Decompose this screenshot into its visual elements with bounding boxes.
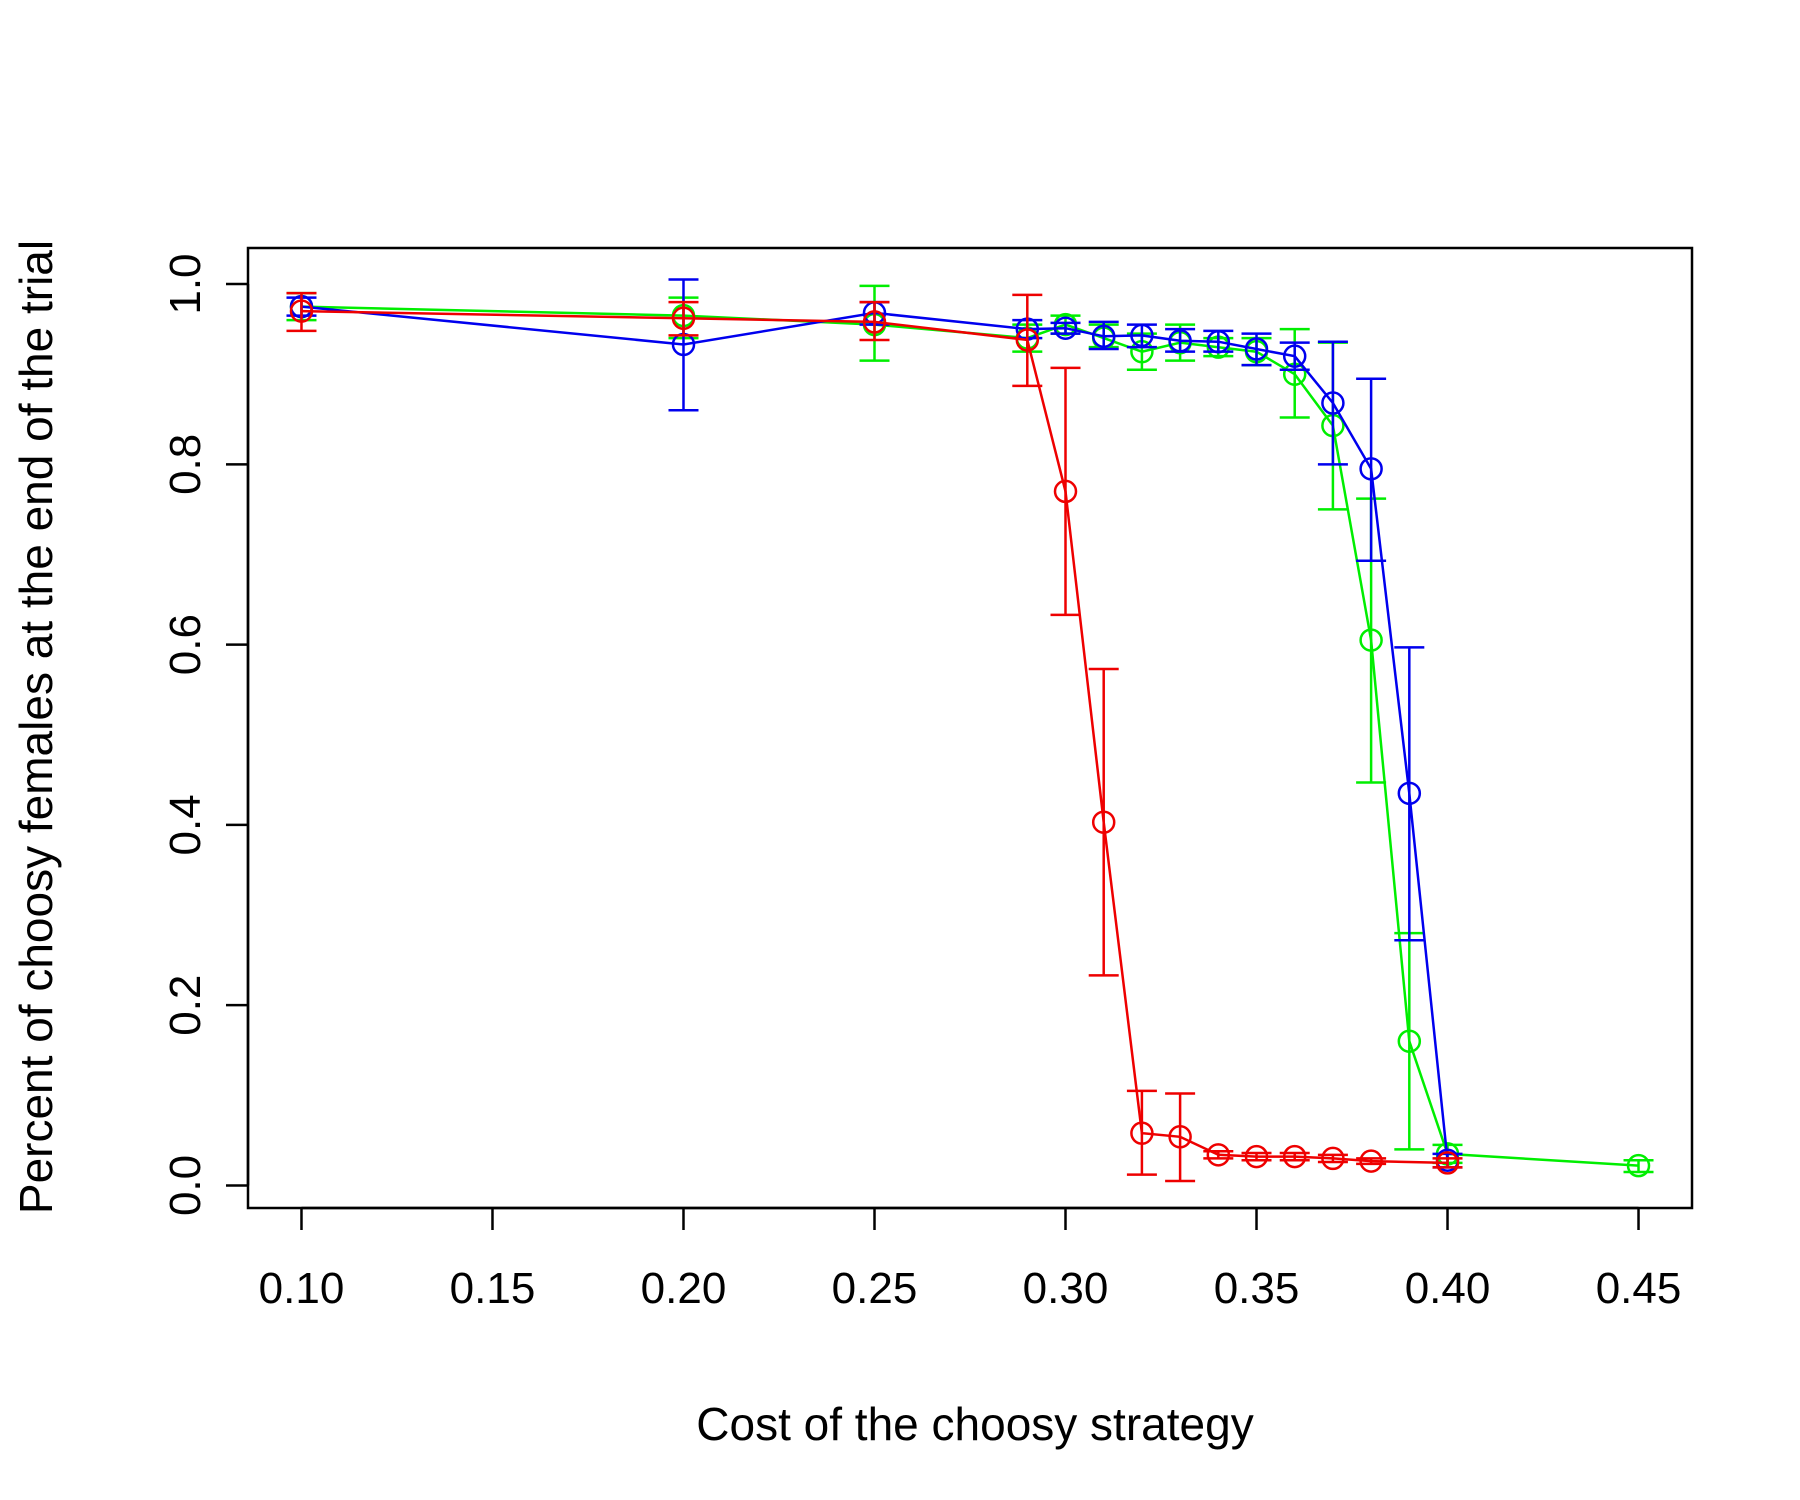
y-tick-label: 0.8: [161, 434, 210, 495]
y-axis-title: Percent of choosy females at the end of …: [10, 240, 62, 1214]
x-axis-title: Cost of the choosy strategy: [696, 1398, 1253, 1450]
x-tick-label: 0.35: [1214, 1264, 1300, 1313]
data-point-red: [1244, 1144, 1269, 1169]
y-tick-label: 1.0: [161, 253, 210, 314]
data-point-green: [1626, 1153, 1651, 1178]
series-layer: [286, 278, 1654, 1183]
data-point-blue: [1053, 316, 1078, 340]
data-point-blue: [1359, 457, 1383, 481]
data-point-red: [1282, 1144, 1307, 1169]
data-point-red: [1168, 1125, 1192, 1149]
data-point-red: [1206, 1143, 1231, 1167]
data-point-red: [671, 306, 696, 331]
x-tick-label: 0.30: [1023, 1264, 1109, 1313]
data-point-blue: [1206, 329, 1231, 354]
data-point-red: [289, 299, 314, 323]
axes-layer: 0.10 0.15 0.20 0.25 0.30 0.35 0.40 0.45 0.0 0.2 0.…: [161, 246, 1694, 1313]
x-tick-label: 0.45: [1596, 1264, 1682, 1313]
x-tick-label: 0.25: [832, 1264, 918, 1313]
data-point-blue: [1244, 337, 1269, 361]
series-red: [286, 291, 1463, 1183]
data-point-blue: [1168, 329, 1192, 353]
y-tick-label: 0.6: [161, 614, 210, 675]
x-tick-label: 0.40: [1405, 1264, 1491, 1313]
data-point-red: [1359, 1149, 1383, 1173]
series-line-red: [301, 309, 1448, 1165]
data-point-red: [1053, 479, 1078, 504]
data-point-blue: [1091, 324, 1116, 349]
data-point-red: [1015, 328, 1040, 352]
data-point-red: [862, 310, 887, 334]
data-point-blue: [1130, 323, 1154, 348]
data-point-red: [1435, 1151, 1460, 1175]
data-point-red: [1321, 1146, 1345, 1171]
data-point-red: [1130, 1121, 1154, 1145]
data-point-green: [1397, 1029, 1422, 1053]
x-tick-label: 0.15: [450, 1264, 536, 1313]
data-point-blue: [1321, 391, 1345, 415]
y-tick-label: 0.4: [161, 794, 210, 855]
data-point-blue: [1282, 344, 1307, 368]
y-tick-label: 0.2: [161, 975, 210, 1036]
data-point-green: [1359, 628, 1383, 652]
data-point-red: [1091, 810, 1116, 834]
x-tick-label: 0.10: [259, 1264, 345, 1313]
x-tick-label: 0.20: [641, 1264, 727, 1313]
y-tick-label: 0.0: [161, 1155, 210, 1216]
data-point-blue: [1397, 781, 1422, 806]
